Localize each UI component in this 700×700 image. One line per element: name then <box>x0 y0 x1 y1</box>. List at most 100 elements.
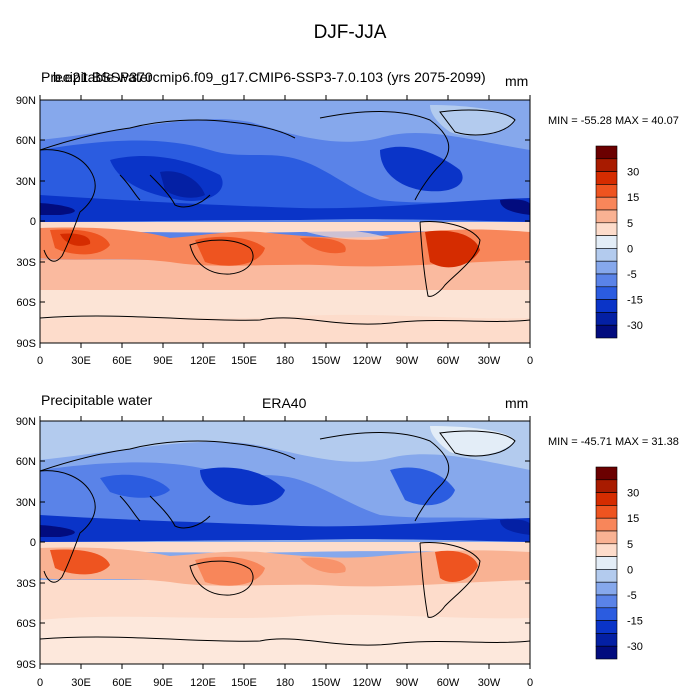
colorbar-label: 0 <box>627 564 633 576</box>
panel2-lon-label: 150E <box>231 677 257 689</box>
panel2-coastlines <box>40 430 530 646</box>
colorbar-swatch <box>595 235 618 249</box>
colorbar-label: -5 <box>627 269 637 281</box>
colorbar-swatch <box>595 260 618 275</box>
panel2-lat-label: 60S <box>16 618 36 630</box>
colorbar-swatch <box>595 209 618 224</box>
panel2-lat-axis <box>40 420 530 665</box>
panel1-lon-label: 0 <box>527 355 533 367</box>
colorbar-label: 15 <box>627 513 639 525</box>
panel2-minmax: MIN = -45.71 MAX = 31.38 <box>548 436 679 448</box>
panel2-case-label: ERA40 <box>262 395 307 411</box>
panel2-lat-label: 30N <box>16 497 36 509</box>
panel1-lon-label: 60W <box>437 355 460 367</box>
colorbar-swatch <box>595 607 618 621</box>
panel1-lon-label: 120E <box>190 355 216 367</box>
panel1-lon-label: 150W <box>312 355 341 367</box>
panel1-lon-label: 180 <box>276 355 294 367</box>
panel1-map <box>40 100 530 343</box>
panel1-lon-label: 90W <box>396 355 419 367</box>
colorbar-swatch <box>595 594 618 609</box>
colorbar-swatch <box>595 517 618 532</box>
panel2-lon-label: 0 <box>527 677 533 689</box>
panel2-variable-label: Precipitable water <box>41 392 153 408</box>
panel2-colorbar: 30 15 5 0 -5 -15 -30 <box>595 466 643 660</box>
panel1-coastlines <box>40 109 530 325</box>
panel2-lon-label: 180 <box>276 677 294 689</box>
panel2-lon-label: 60E <box>112 677 132 689</box>
panel2-lon-label: 150W <box>312 677 341 689</box>
panel1-lat-label: 90N <box>16 95 36 107</box>
colorbar-swatch <box>595 505 618 519</box>
colorbar-swatch <box>595 479 618 493</box>
panel2-lat-label: 30S <box>16 578 36 590</box>
panel1-lat-label: 60S <box>16 297 36 309</box>
colorbar-swatch <box>595 158 618 172</box>
panel2-lon-axis <box>39 416 531 669</box>
colorbar-swatch <box>595 556 618 570</box>
colorbar-label: -5 <box>627 590 637 602</box>
colorbar-label: 30 <box>627 167 639 179</box>
panel1-lon-label: 30W <box>478 355 501 367</box>
colorbar-swatch <box>595 581 618 596</box>
colorbar-label: -30 <box>627 641 643 653</box>
panel1-lat-label: 60N <box>16 135 36 147</box>
panel2-lat-label: 90N <box>16 416 36 428</box>
colorbar-swatch <box>595 248 618 262</box>
colorbar-swatch <box>595 286 618 300</box>
colorbar-swatch <box>595 492 618 506</box>
panel1-lat-label: 0 <box>30 216 36 228</box>
panel1-lon-axis <box>39 95 531 348</box>
colorbar-label: 5 <box>627 218 633 230</box>
panel1-lat-axis <box>40 99 530 344</box>
colorbar-label: -30 <box>627 320 643 332</box>
colorbar-label: -15 <box>627 295 643 307</box>
panel1-variable-label: Precipitable water <box>41 69 153 85</box>
colorbar-label: 30 <box>627 488 639 500</box>
panel2-lat-label: 90S <box>16 659 36 671</box>
colorbar-swatch <box>595 620 618 634</box>
colorbar-swatch <box>595 645 618 660</box>
colorbar-swatch <box>595 466 618 481</box>
panel1-lon-label: 0 <box>37 355 43 367</box>
colorbar-label: 15 <box>627 192 639 204</box>
colorbar-swatch <box>595 196 618 211</box>
panel1-lat-label: 30N <box>16 176 36 188</box>
panel1-lon-label: 90E <box>153 355 173 367</box>
panel2-lat-label: 0 <box>30 537 36 549</box>
colorbar-label: -15 <box>627 616 643 628</box>
panel1-units-label: mm <box>505 73 529 89</box>
colorbar-swatch <box>595 222 618 236</box>
panel2-lon-label: 30W <box>478 677 501 689</box>
figure-title: DJF-JJA <box>313 22 387 43</box>
panel2-map <box>40 421 530 664</box>
colorbar-swatch <box>595 171 618 185</box>
panel2-lat-label: 60N <box>16 456 36 468</box>
colorbar-swatch <box>595 569 618 583</box>
colorbar-swatch <box>595 312 618 326</box>
panel2-lon-label: 90W <box>396 677 419 689</box>
panel2-lon-label: 120E <box>190 677 216 689</box>
colorbar-swatch <box>595 299 618 313</box>
colorbar-swatch <box>595 633 618 647</box>
panel1-lat-label: 90S <box>16 338 36 350</box>
panel1-lon-label: 60E <box>112 355 132 367</box>
panel2-lon-label: 60W <box>437 677 460 689</box>
panel2-units-label: mm <box>505 395 529 411</box>
colorbar-swatch <box>595 184 618 198</box>
colorbar-label: 5 <box>627 539 633 551</box>
colorbar-swatch <box>595 145 618 160</box>
colorbar-swatch <box>595 324 618 339</box>
panel2-lon-label: 30E <box>71 677 91 689</box>
panel2-lon-label: 90E <box>153 677 173 689</box>
colorbar-swatch <box>595 273 618 288</box>
panel1-lon-label: 30E <box>71 355 91 367</box>
panel1-lon-label: 150E <box>231 355 257 367</box>
panel2-lon-label: 120W <box>353 677 382 689</box>
panel1-minmax: MIN = -55.28 MAX = 40.07 <box>548 115 679 127</box>
panel1-colorbar: 30 15 5 0 -5 -15 -30 <box>595 145 643 339</box>
colorbar-swatch <box>595 530 618 545</box>
panel1-lat-label: 30S <box>16 257 36 269</box>
panel1-case-label: b.e21.BSSP370cmip6.f09_g17.CMIP6-SSP3-7.… <box>53 69 486 85</box>
